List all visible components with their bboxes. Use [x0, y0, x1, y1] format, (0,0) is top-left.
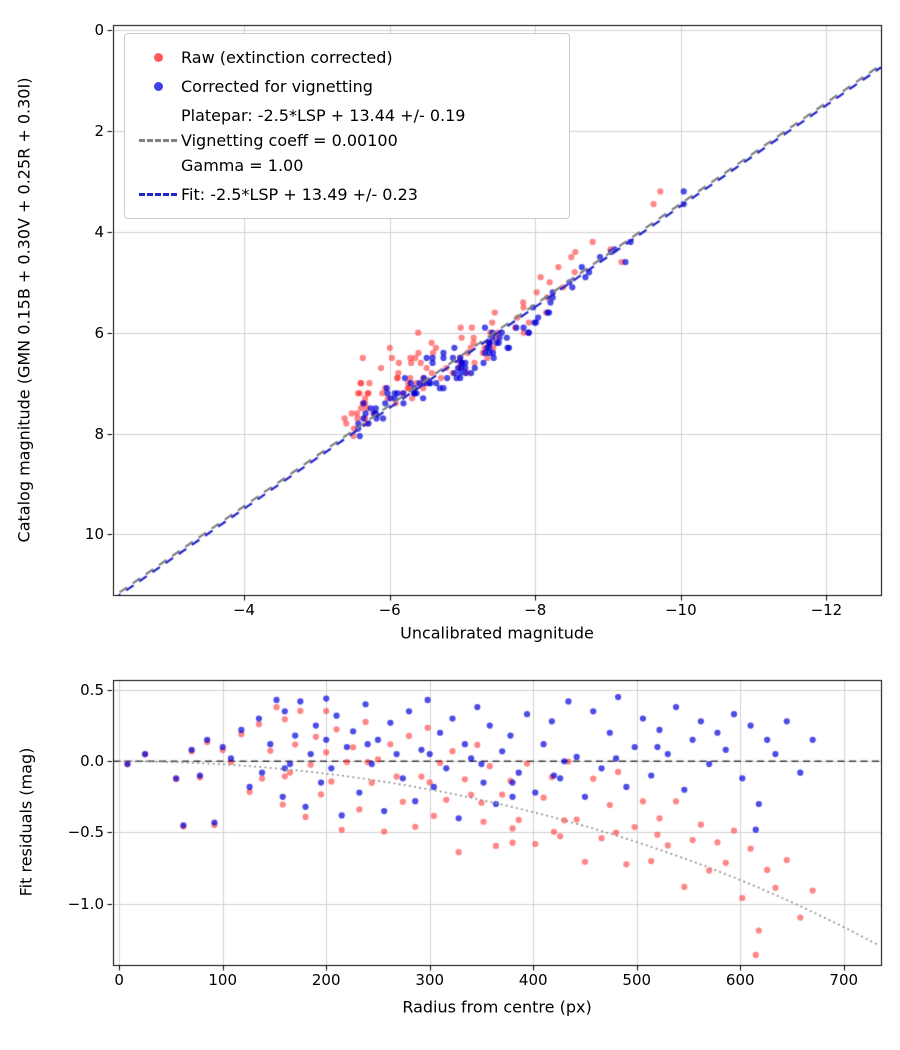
xtick-label: −12 [810, 601, 843, 619]
ytick-label: 0.0 [80, 752, 104, 771]
platepar-dashed-line-marker [139, 139, 177, 142]
legend-marker-cell [135, 82, 181, 91]
legend-item-corrected: Corrected for vignetting [135, 74, 559, 99]
ytick-label: 10 [84, 525, 104, 544]
ytick-label: −0.5 [67, 823, 104, 842]
xtick-label: 500 [622, 971, 652, 989]
fit-dashed-line-marker [139, 193, 177, 196]
raw-dot-marker [153, 53, 163, 62]
ytick-label: 8 [94, 424, 104, 443]
ytick-label: −1.0 [67, 894, 104, 913]
legend: Raw (extinction corrected) Corrected for… [124, 33, 570, 219]
top-ylabel: Catalog magnitude (GMN 0.15B + 0.30V + 0… [14, 77, 34, 543]
vignetting-coeff-text: Vignetting coeff = 0.00100 [181, 131, 398, 150]
legend-marker-cell [135, 139, 181, 142]
xtick-label: 100 [208, 971, 238, 989]
top-xlabel: Uncalibrated magnitude [400, 623, 594, 643]
xtick-label: −6 [378, 601, 401, 619]
bottom-xlabel: Radius from centre (px) [402, 997, 592, 1017]
xtick-label: 400 [518, 971, 548, 989]
platepar-equation-text: Platepar: -2.5*LSP + 13.44 +/- 0.19 [181, 106, 466, 125]
legend-item-fit: Fit: -2.5*LSP + 13.49 +/- 0.23 [135, 182, 559, 207]
legend-label-platepar: Platepar: -2.5*LSP + 13.44 +/- 0.19 Vign… [181, 103, 465, 178]
ytick-label: 4 [94, 222, 104, 241]
xtick-label: 0 [114, 971, 124, 989]
xtick-label: 200 [311, 971, 341, 989]
legend-label-corrected: Corrected for vignetting [181, 77, 373, 96]
ytick-label: 2 [94, 121, 104, 140]
ytick-label: 0.5 [80, 680, 104, 699]
legend-marker-cell [135, 53, 181, 62]
legend-marker-cell [135, 193, 181, 196]
xtick-label: 700 [829, 971, 859, 989]
ytick-label: 0 [94, 21, 104, 40]
xtick-label: −4 [232, 601, 256, 619]
legend-label-raw: Raw (extinction corrected) [181, 48, 393, 67]
bottom-ylabel: Fit residuals (mag) [16, 747, 36, 897]
legend-item-raw: Raw (extinction corrected) [135, 45, 559, 70]
corrected-dot-marker [153, 82, 163, 91]
ytick-label: 6 [94, 323, 104, 342]
legend-item-platepar: Platepar: -2.5*LSP + 13.44 +/- 0.19 Vign… [135, 103, 559, 178]
legend-label-fit: Fit: -2.5*LSP + 13.49 +/- 0.23 [181, 185, 418, 204]
xtick-label: 600 [725, 971, 755, 989]
gamma-text: Gamma = 1.00 [181, 156, 304, 175]
xtick-label: −10 [664, 601, 697, 619]
xtick-label: −8 [524, 601, 547, 619]
xtick-label: 300 [415, 971, 445, 989]
